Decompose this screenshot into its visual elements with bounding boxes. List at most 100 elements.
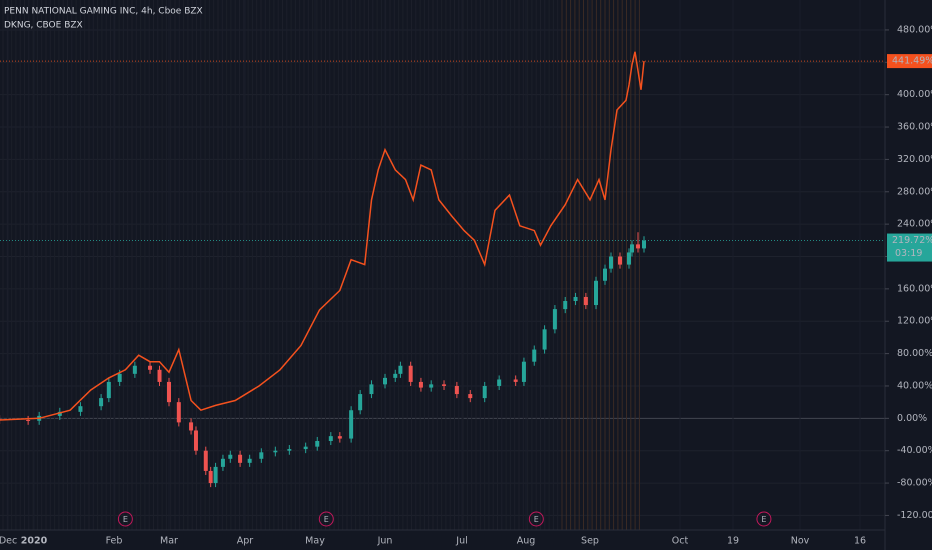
plot (0, 51, 885, 488)
session-lines (2, 0, 640, 530)
x-tick-label: Apr (237, 536, 254, 547)
earnings-label: E (761, 515, 766, 524)
y-tick-label: 480.00% (897, 24, 932, 35)
x-tick-label: Sep (581, 536, 599, 547)
line-series (0, 51, 645, 421)
y-tick-label: 160.00% (897, 283, 932, 294)
candle-body (627, 252, 631, 265)
x-tick-label: Dec (0, 536, 17, 547)
countdown-label: 03:19 (895, 248, 922, 259)
price-label: 219.72% (892, 235, 932, 246)
candle-body (220, 458, 225, 467)
candle-body (521, 361, 526, 382)
x-tick-label: Feb (106, 536, 123, 547)
candle-body (603, 268, 607, 281)
candle-body (513, 379, 518, 382)
candle-body (132, 365, 137, 374)
candle-body (303, 446, 308, 450)
candle-body (442, 384, 447, 386)
candle-body (542, 329, 547, 350)
candle-body (369, 384, 374, 395)
candle-body (583, 296, 588, 306)
candle-body (497, 379, 502, 386)
candle-body (167, 381, 171, 403)
earnings-marker (117, 511, 133, 527)
grid (0, 29, 885, 516)
candle-body (228, 454, 233, 459)
x-tick-label: 16 (854, 536, 866, 547)
y-tick-label: 80.00% (897, 348, 932, 359)
candle-body (273, 450, 278, 453)
y-tick-label: 280.00% (897, 186, 932, 197)
candle-body (393, 373, 398, 378)
x-tick-label: 19 (727, 536, 739, 547)
price-label-box (887, 54, 932, 69)
candle-body (176, 402, 181, 423)
candle-body (630, 244, 634, 253)
candle-body (328, 436, 333, 441)
candle-body (468, 394, 473, 399)
legend-entry: DKNG, CBOE BZX (4, 21, 83, 31)
candle-body (454, 385, 459, 395)
axes: -120.00% -80.00% -40.00% 0.00% 40.00% 80.00% 1… (0, 24, 932, 547)
x-tick-label: Oct (672, 536, 689, 547)
candle-body (408, 365, 413, 382)
x-tick-label: Aug (517, 536, 536, 547)
candle-body (315, 440, 320, 447)
candle-body (429, 384, 434, 388)
candle-body (573, 296, 578, 302)
earnings-marker (318, 511, 334, 527)
y-tick-label: -40.00% (897, 445, 932, 456)
x-tick-label: May (305, 536, 325, 547)
x-tick-label: Jun (377, 536, 393, 547)
candle-body (287, 449, 292, 451)
candle-body (189, 422, 194, 431)
legend-entry: PENN NATIONAL GAMING INC, 4h, Cboe BZX (4, 7, 203, 17)
candle-body (383, 377, 387, 385)
candle-body (148, 365, 153, 370)
candle-body (259, 452, 264, 459)
candle-body (636, 244, 640, 249)
y-tick-label: 0.00% (897, 413, 927, 424)
x-tick-label: Mar (160, 536, 178, 547)
candle-body (78, 406, 83, 412)
candle-body (247, 458, 252, 463)
candle-body (532, 349, 537, 362)
x-tick-label: Jul (455, 536, 467, 547)
earnings-label: E (123, 515, 128, 524)
y-tick-label: -120.00% (897, 510, 932, 521)
earnings-label: E (534, 515, 539, 524)
candle-body (642, 240, 646, 249)
x-tick-label: Nov (791, 536, 810, 547)
candle-body (193, 430, 198, 451)
earnings-label: E (324, 515, 329, 524)
candle-body (482, 385, 487, 399)
price-label-box (887, 233, 932, 262)
x-tick-label: 2020 (21, 536, 48, 547)
candle-body (26, 419, 31, 421)
candle-body (552, 309, 557, 330)
earnings-marker (756, 511, 772, 527)
y-tick-label: 40.00% (897, 380, 932, 391)
candle-body (337, 436, 342, 439)
candle-body (349, 410, 354, 439)
candle-body (358, 394, 363, 411)
candle-body (213, 466, 218, 484)
y-tick-label: -80.00% (897, 478, 932, 489)
earnings-marker (528, 511, 544, 527)
candle-body (618, 256, 622, 265)
candle-body (609, 256, 613, 269)
candle-body (57, 411, 62, 416)
candle-body (117, 373, 122, 382)
y-tick-label: 320.00% (897, 154, 932, 165)
candle-body (208, 470, 213, 484)
y-tick-label: 120.00% (897, 316, 932, 327)
candle-body (594, 280, 598, 306)
y-tick-label: 360.00% (897, 122, 932, 133)
candle-body (238, 454, 243, 463)
candle-body (563, 301, 568, 310)
candle-body (106, 381, 111, 399)
candle-body (398, 365, 403, 374)
